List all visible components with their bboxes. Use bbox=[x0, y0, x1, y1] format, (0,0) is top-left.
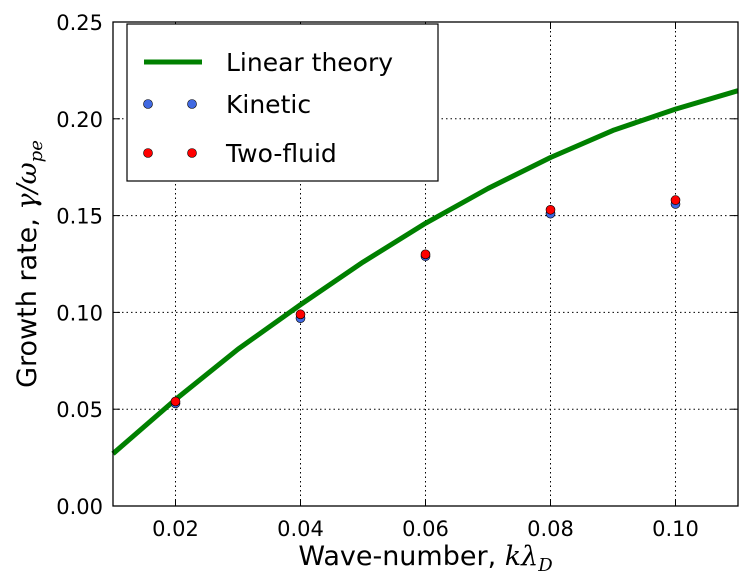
point-two-fluid bbox=[670, 195, 681, 205]
point-two-fluid bbox=[420, 249, 431, 260]
series-layer bbox=[111, 88, 739, 456]
y-tick-label: 0.15 bbox=[56, 205, 103, 229]
point-two-fluid bbox=[170, 396, 181, 407]
y-tick-label: 0.20 bbox=[56, 108, 103, 132]
y-tick-label: 0.05 bbox=[56, 398, 103, 422]
y-tick-label: 0.25 bbox=[56, 11, 103, 35]
legend-marker-kinetic-1 bbox=[143, 99, 153, 109]
legend-marker-two-fluid-1 bbox=[143, 148, 153, 158]
x-tick-label: 0.08 bbox=[527, 517, 574, 541]
legend-marker-kinetic-2 bbox=[187, 99, 197, 109]
x-tick-label: 0.04 bbox=[277, 517, 324, 541]
x-tick-label: 0.06 bbox=[402, 517, 449, 541]
y-axis-label: Growth rate, γ/ωpe bbox=[12, 140, 47, 388]
y-tick-label: 0.00 bbox=[56, 495, 103, 519]
legend-marker-two-fluid-2 bbox=[187, 148, 197, 158]
series-line-linear-theory bbox=[111, 88, 739, 456]
legend-label-linear-theory: Linear theory bbox=[226, 48, 393, 77]
legend-label-kinetic: Kinetic bbox=[226, 90, 311, 119]
x-tick-label: 0.10 bbox=[652, 517, 699, 541]
legend-label-two-fluid: Two-fluid bbox=[225, 139, 337, 168]
point-two-fluid bbox=[295, 309, 306, 320]
legend: Linear theory Kinetic Two-fluid bbox=[126, 23, 439, 182]
axis-ticks: 0.02 0.04 0.06 0.08 0.10 0.00 0.05 0.10 0.15 0.20… bbox=[56, 11, 738, 541]
x-axis-label: Wave-number, kλD bbox=[298, 541, 553, 576]
x-tick-label: 0.02 bbox=[152, 517, 199, 541]
point-two-fluid bbox=[545, 204, 556, 215]
y-tick-label: 0.10 bbox=[56, 301, 103, 325]
legend-box bbox=[126, 23, 439, 182]
